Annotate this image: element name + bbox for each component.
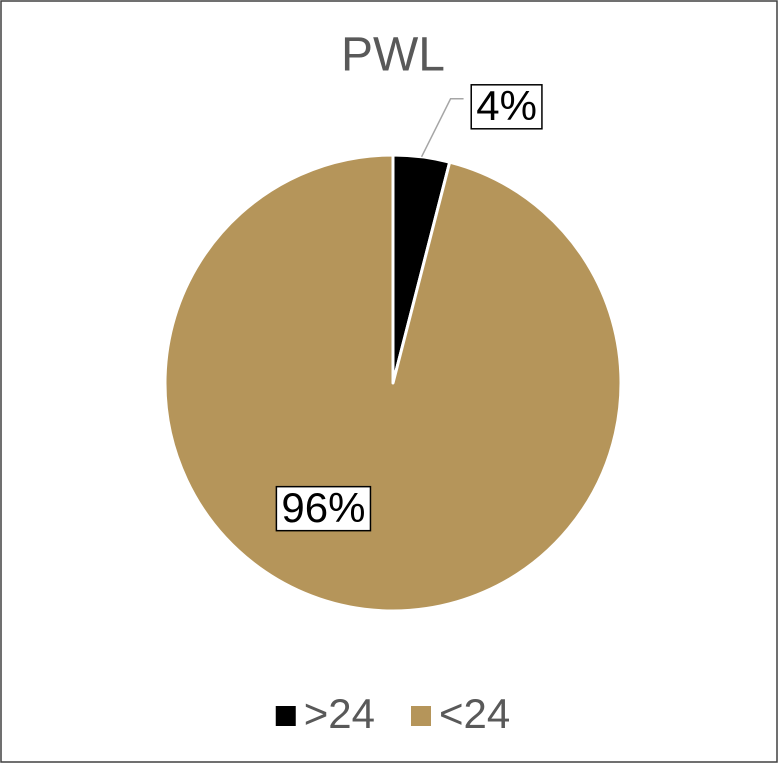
legend: >24 <24 xyxy=(275,690,510,737)
legend-swatch xyxy=(275,706,296,726)
data-label: 96% xyxy=(275,484,372,532)
data-label-box xyxy=(470,84,543,130)
leader-line xyxy=(420,98,464,158)
pie-slice xyxy=(163,153,623,613)
data-label-box xyxy=(275,485,372,532)
data-label: 4% xyxy=(470,82,543,130)
data-label-text: 4% xyxy=(476,82,537,129)
legend-label: <24 xyxy=(439,690,510,737)
legend-swatch xyxy=(411,706,431,726)
chart-title: PWL xyxy=(341,29,445,82)
legend-label: >24 xyxy=(304,690,375,737)
data-label-text: 96% xyxy=(281,484,365,531)
